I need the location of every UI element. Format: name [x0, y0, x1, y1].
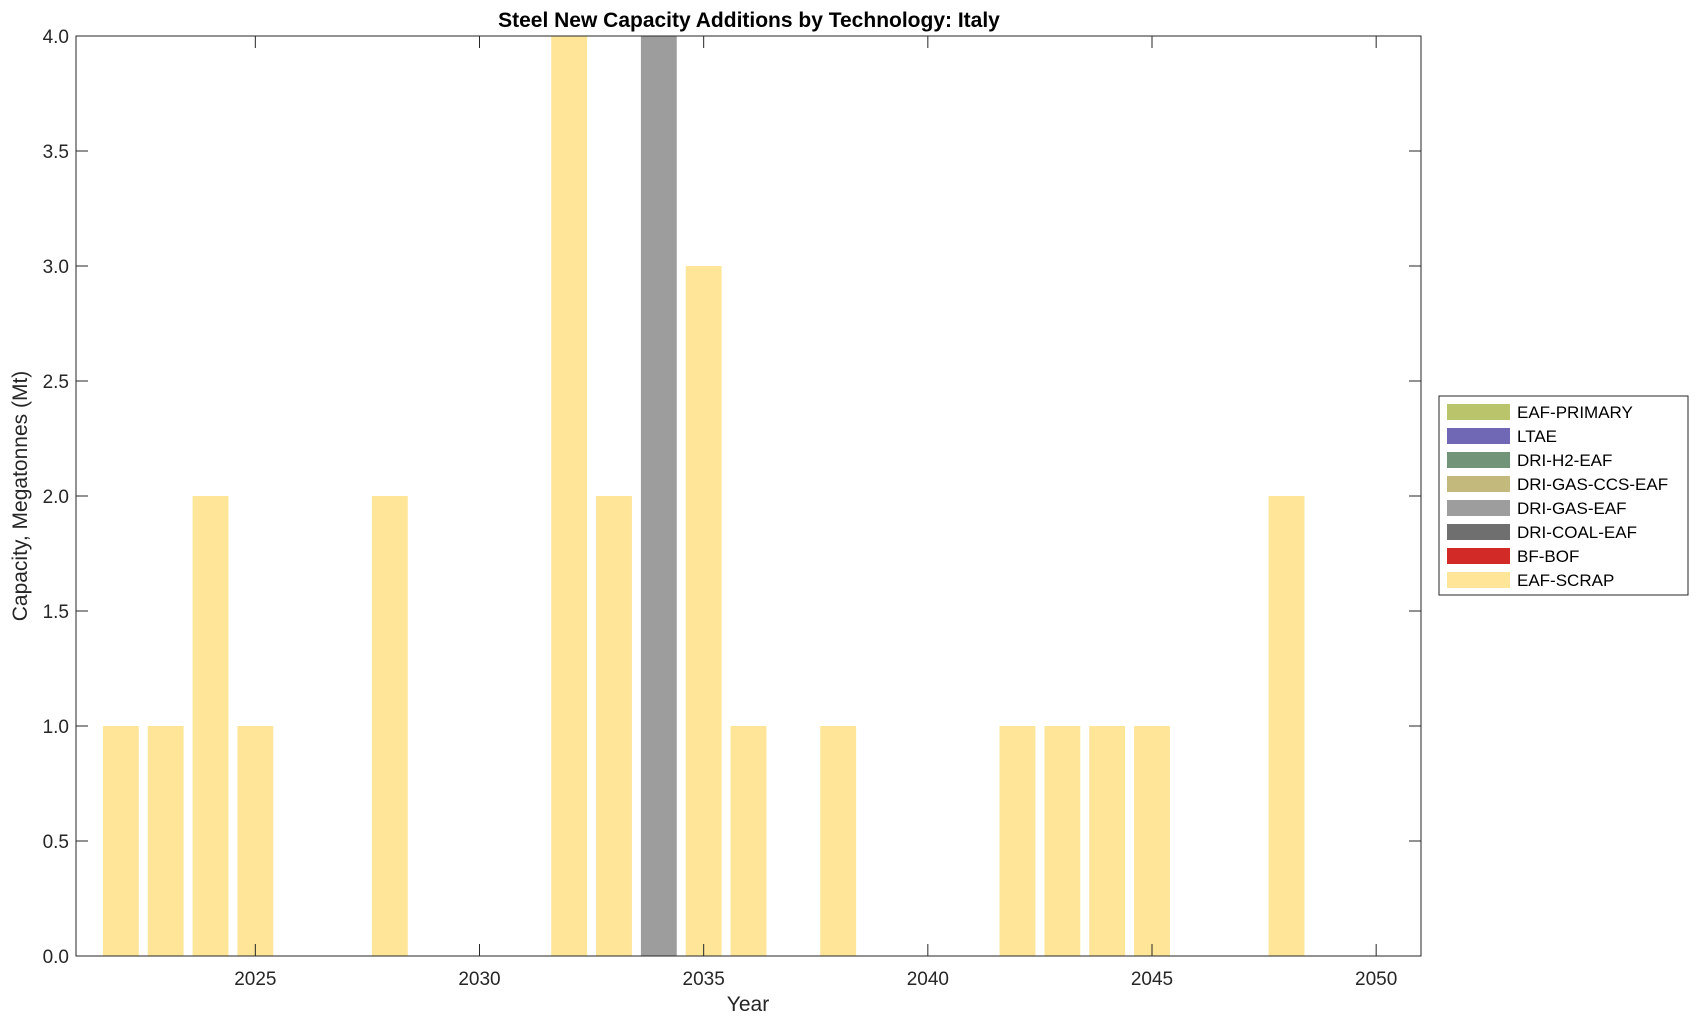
y-tick-label: 1.5 — [43, 602, 69, 623]
bar-eaf-scrap-2048 — [1268, 496, 1305, 956]
legend-label-dri-gas-ccs-eaf: DRI-GAS-CCS-EAF — [1517, 475, 1668, 494]
chart-title: Steel New Capacity Additions by Technolo… — [498, 9, 1000, 32]
legend-label-eaf-primary: EAF-PRIMARY — [1517, 403, 1633, 422]
bar-eaf-scrap-2032 — [551, 36, 588, 956]
bar-eaf-scrap-2033 — [596, 496, 632, 956]
legend-label-eaf-scrap: EAF-SCRAP — [1517, 571, 1614, 590]
bar-eaf-scrap-2044 — [1089, 726, 1126, 956]
y-tick-label: 2.5 — [43, 372, 69, 393]
legend-label-dri-coal-eaf: DRI-COAL-EAF — [1517, 523, 1637, 542]
legend-swatch-bf-bof — [1447, 548, 1510, 564]
legend-label-ltae: LTAE — [1517, 427, 1557, 446]
bar-eaf-scrap-2024 — [192, 496, 229, 956]
y-tick-label: 1.0 — [43, 717, 69, 738]
y-tick-label: 3.5 — [43, 142, 69, 163]
legend-label-dri-gas-eaf: DRI-GAS-EAF — [1517, 499, 1627, 518]
x-tick-label: 2030 — [458, 969, 500, 990]
x-axis-label: Year — [727, 993, 769, 1016]
x-tick-label: 2040 — [907, 969, 949, 990]
x-tick-label: 2050 — [1355, 969, 1397, 990]
axes-layer: 0.0 0.5 1.0 1.5 2.0 2.5 3.0 3.5 4.0 2025 2030 2035 2… — [43, 27, 1421, 990]
legend-swatch-eaf-primary — [1447, 404, 1510, 420]
x-tick-label: 2025 — [234, 969, 276, 990]
bar-eaf-scrap-2022 — [102, 726, 139, 956]
x-tick-label: 2035 — [683, 969, 725, 990]
bars-layer — [102, 36, 1305, 956]
y-tick-label: 4.0 — [43, 27, 69, 48]
bar-eaf-scrap-2038 — [820, 726, 857, 956]
bar-eaf-scrap-2035 — [685, 266, 722, 956]
bar-eaf-scrap-2023 — [147, 726, 184, 956]
y-tick-label: 3.0 — [43, 257, 69, 278]
legend-swatch-dri-coal-eaf — [1447, 524, 1510, 540]
y-axis-label: Capacity, Megatonnes (Mt) — [9, 371, 32, 622]
legend: EAF-PRIMARY LTAE DRI-H2-EAF DRI-GAS-CCS-EAF… — [1438, 395, 1689, 596]
bar-eaf-scrap-2042 — [999, 726, 1036, 956]
legend-swatch-dri-gas-eaf — [1447, 500, 1510, 516]
legend-swatch-eaf-scrap — [1447, 572, 1510, 588]
y-tick-label: 0.0 — [43, 947, 69, 968]
legend-swatch-dri-h2-eaf — [1447, 452, 1510, 468]
legend-label-bf-bof: BF-BOF — [1517, 547, 1579, 566]
bar-eaf-scrap-2025 — [237, 726, 274, 956]
bar-eaf-scrap-2045 — [1134, 726, 1170, 956]
y-tick-label: 0.5 — [43, 832, 69, 853]
bar-eaf-scrap-2036 — [730, 726, 767, 956]
bar-eaf-scrap-2028 — [371, 496, 408, 956]
legend-swatch-ltae — [1447, 428, 1510, 444]
legend-items: EAF-PRIMARY LTAE DRI-H2-EAF DRI-GAS-CCS-EAF… — [1447, 403, 1668, 590]
y-tick-label: 2.0 — [43, 487, 69, 508]
x-tick-label: 2045 — [1131, 969, 1173, 990]
legend-swatch-dri-gas-ccs-eaf — [1447, 476, 1510, 492]
bar-dri-gas-eaf-2034 — [640, 36, 677, 956]
bar-eaf-scrap-2043 — [1044, 726, 1081, 956]
legend-label-dri-h2-eaf: DRI-H2-EAF — [1517, 451, 1612, 470]
